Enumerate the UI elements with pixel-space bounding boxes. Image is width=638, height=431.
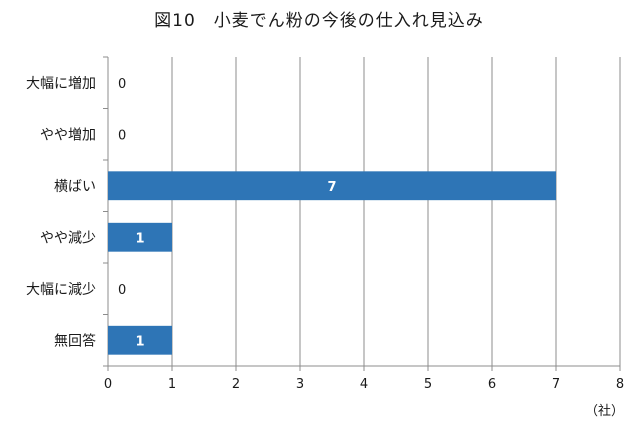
axis-unit-label: （社） bbox=[584, 404, 624, 419]
x-tick-label: 2 bbox=[232, 377, 240, 392]
x-tick-label: 4 bbox=[360, 377, 368, 392]
x-tick-label: 3 bbox=[296, 377, 304, 392]
category-label: 大幅に増加 bbox=[26, 76, 96, 92]
data-label: 1 bbox=[135, 231, 144, 246]
bar bbox=[108, 325, 172, 355]
category-label: やや増加 bbox=[40, 127, 96, 143]
category-label: 横ばい bbox=[54, 179, 96, 195]
x-tick-label: 1 bbox=[168, 377, 176, 392]
data-label: 0 bbox=[118, 77, 126, 92]
category-label: 大幅に減少 bbox=[26, 281, 96, 298]
x-tick-label: 0 bbox=[104, 377, 112, 392]
bar bbox=[108, 222, 172, 252]
data-label: 0 bbox=[118, 128, 126, 143]
x-tick-label: 5 bbox=[424, 377, 432, 392]
data-label: 0 bbox=[118, 283, 126, 298]
x-tick-label: 8 bbox=[616, 377, 624, 392]
bar bbox=[108, 171, 556, 201]
chart-title: 図10 小麦でん粉の今後の仕入れ見込み bbox=[154, 11, 484, 31]
x-tick-label: 7 bbox=[552, 377, 560, 392]
x-tick-label: 6 bbox=[488, 377, 496, 392]
category-label: やや減少 bbox=[40, 229, 96, 246]
category-label: 無回答 bbox=[54, 332, 96, 349]
data-label: 1 bbox=[135, 334, 144, 349]
data-label: 7 bbox=[327, 180, 336, 195]
